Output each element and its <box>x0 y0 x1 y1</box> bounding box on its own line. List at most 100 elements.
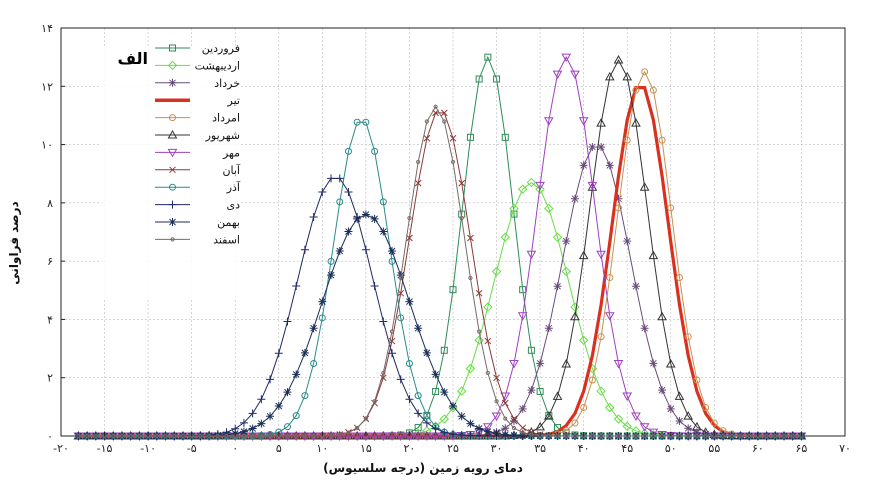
data-point <box>552 70 563 80</box>
data-point <box>335 174 344 183</box>
data-point <box>509 417 518 426</box>
data-point <box>163 433 168 439</box>
data-point <box>168 78 177 87</box>
data-point <box>170 237 175 242</box>
data-point <box>450 159 456 165</box>
data-point <box>292 370 301 379</box>
data-point <box>388 247 397 255</box>
data-point <box>215 433 220 439</box>
data-point <box>328 433 334 438</box>
data-point <box>526 250 537 260</box>
data-point <box>491 266 502 277</box>
data-point <box>335 247 344 255</box>
data-point <box>169 44 176 52</box>
data-point <box>449 402 457 411</box>
data-point <box>362 118 370 126</box>
data-point <box>414 179 422 187</box>
data-point <box>648 428 659 438</box>
data-point <box>518 431 527 440</box>
x-axis-label: دمای رویه زمین (درجه سلسیوس) <box>323 461 523 476</box>
data-point <box>535 184 545 194</box>
data-point <box>167 60 178 71</box>
data-point <box>318 314 326 322</box>
data-point <box>631 412 641 421</box>
data-point <box>457 431 466 440</box>
data-point <box>327 257 335 265</box>
data-point <box>544 203 554 214</box>
data-point <box>449 286 457 294</box>
data-point <box>562 237 571 246</box>
data-point <box>363 416 368 421</box>
data-point <box>414 409 423 418</box>
data-point <box>266 412 275 421</box>
data-point <box>387 432 397 442</box>
data-point <box>466 419 475 428</box>
data-point <box>381 370 386 376</box>
legend-label: اسفند <box>213 233 240 246</box>
data-point <box>570 194 579 203</box>
data-point <box>458 179 466 187</box>
data-point <box>168 200 177 209</box>
data-point <box>657 311 667 321</box>
data-point <box>720 433 726 439</box>
data-point <box>213 431 222 440</box>
x-tick-label: ۷۰ <box>839 442 851 455</box>
data-point <box>588 376 596 384</box>
data-point <box>773 433 778 439</box>
data-point <box>561 53 572 63</box>
data-point <box>477 329 482 334</box>
data-point <box>379 198 387 206</box>
data-point <box>414 324 423 333</box>
data-point <box>694 433 700 439</box>
data-point <box>274 402 283 411</box>
legend-label: شهریور <box>205 129 240 142</box>
data-point <box>764 433 769 439</box>
data-point <box>457 412 466 421</box>
data-point <box>491 412 502 421</box>
legend-marker <box>167 148 178 158</box>
x-tick-label: ۱۰ <box>316 442 328 455</box>
data-point <box>623 136 631 144</box>
data-point <box>543 411 554 420</box>
data-point <box>300 245 309 254</box>
data-point <box>422 418 431 427</box>
data-point <box>517 312 528 321</box>
data-point <box>371 147 379 155</box>
data-point <box>639 182 650 191</box>
data-point <box>527 346 535 354</box>
data-point <box>570 311 580 321</box>
data-point <box>570 302 580 312</box>
y-tick-label: ۶ <box>47 255 53 268</box>
data-point <box>388 349 397 358</box>
data-point <box>622 421 632 432</box>
data-point <box>369 432 380 442</box>
data-point <box>485 370 490 376</box>
data-point <box>397 314 405 322</box>
data-point <box>693 376 701 384</box>
data-point <box>598 433 604 439</box>
legend-marker <box>168 200 177 209</box>
data-point <box>407 216 412 221</box>
data-point <box>596 386 606 396</box>
data-point <box>431 424 440 433</box>
data-point <box>683 411 694 420</box>
data-point <box>344 187 353 196</box>
series-12 <box>76 104 804 439</box>
data-point <box>432 387 440 395</box>
legend-label: امرداد <box>212 112 240 125</box>
data-point <box>674 391 685 400</box>
data-point <box>546 433 551 438</box>
data-point <box>414 424 422 432</box>
data-point <box>474 335 484 345</box>
data-point <box>405 395 414 404</box>
legend-marker <box>170 237 175 242</box>
data-point <box>440 109 448 117</box>
data-point <box>658 136 666 144</box>
data-point <box>259 433 264 439</box>
data-point <box>389 329 395 334</box>
data-point <box>93 433 98 439</box>
data-point <box>790 433 795 439</box>
data-point <box>327 271 336 280</box>
data-point <box>468 275 473 281</box>
data-point <box>423 412 431 420</box>
